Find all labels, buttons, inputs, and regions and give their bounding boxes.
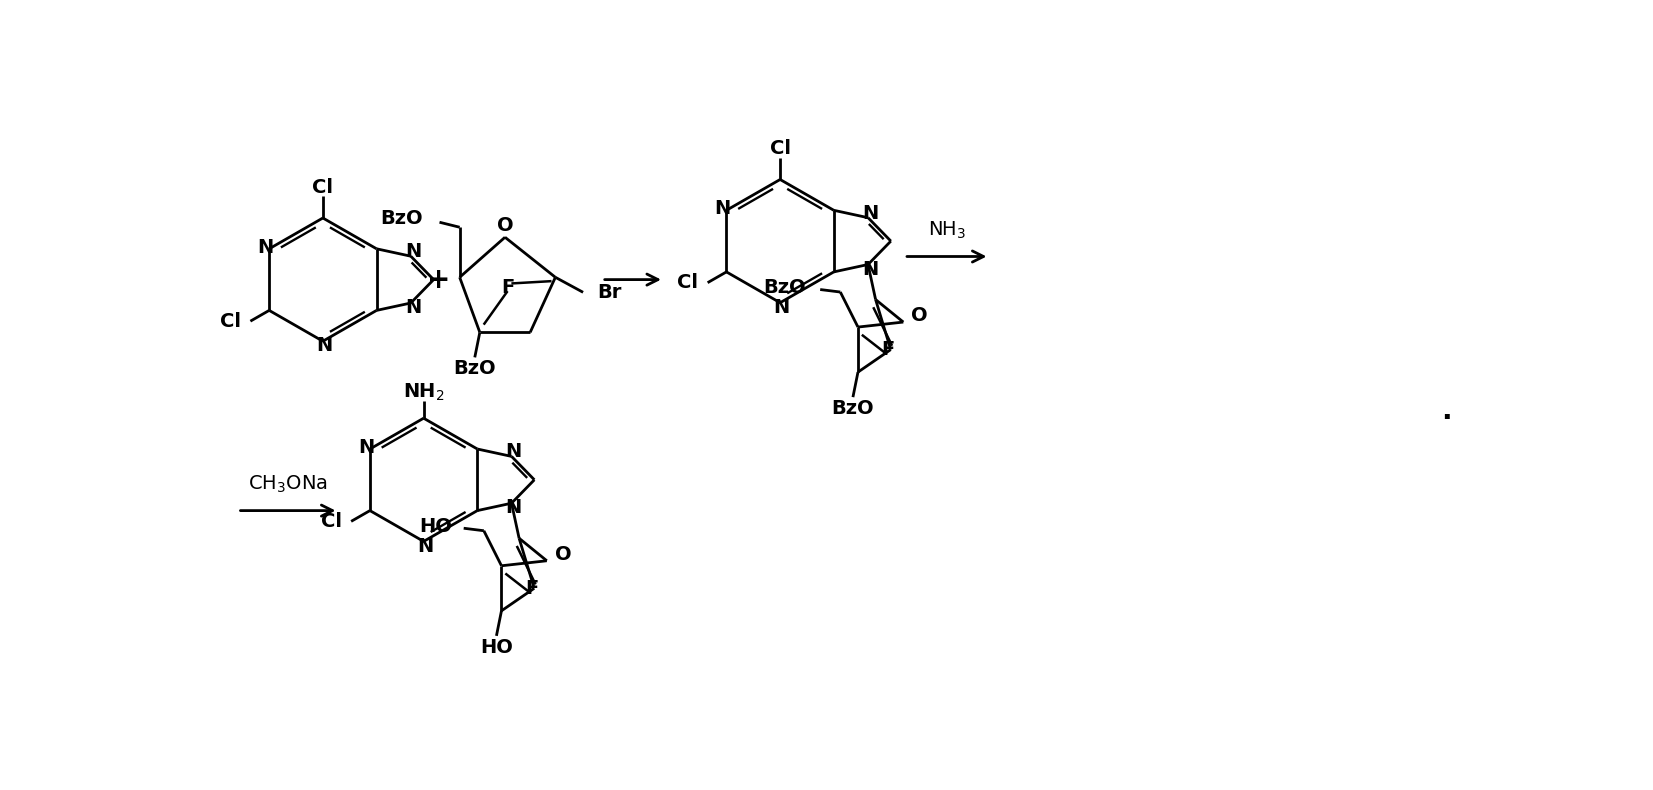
Text: N: N: [774, 298, 790, 317]
Text: CH$_3$ONa: CH$_3$ONa: [248, 474, 327, 495]
Text: NH$_3$: NH$_3$: [927, 220, 965, 241]
Text: N: N: [258, 238, 273, 257]
Text: HO: HO: [420, 517, 451, 536]
Text: N: N: [359, 438, 374, 457]
Text: Br: Br: [597, 283, 622, 302]
Text: N: N: [714, 199, 731, 218]
Text: BzO: BzO: [380, 209, 423, 228]
Text: N: N: [506, 498, 522, 517]
Text: N: N: [316, 337, 332, 356]
Text: N: N: [863, 204, 878, 223]
Text: Cl: Cl: [678, 273, 698, 292]
Text: O: O: [911, 307, 927, 325]
Text: F: F: [526, 579, 539, 598]
Text: +: +: [428, 265, 451, 294]
Text: O: O: [554, 545, 572, 564]
Text: N: N: [405, 298, 422, 317]
Text: Cl: Cl: [220, 312, 241, 331]
Text: Cl: Cl: [321, 512, 342, 531]
Text: N: N: [506, 442, 522, 461]
Text: Cl: Cl: [312, 178, 334, 197]
Text: N: N: [417, 536, 433, 555]
Text: BzO: BzO: [831, 399, 874, 418]
Text: F: F: [881, 340, 894, 359]
Text: .: .: [1441, 397, 1451, 424]
Text: N: N: [863, 260, 878, 279]
Text: BzO: BzO: [764, 278, 807, 297]
Text: Cl: Cl: [770, 139, 790, 158]
Text: N: N: [405, 242, 422, 261]
Text: BzO: BzO: [453, 359, 496, 378]
Text: F: F: [501, 278, 514, 297]
Text: HO: HO: [479, 638, 512, 657]
Text: NH$_2$: NH$_2$: [403, 382, 445, 403]
Text: O: O: [496, 216, 514, 235]
